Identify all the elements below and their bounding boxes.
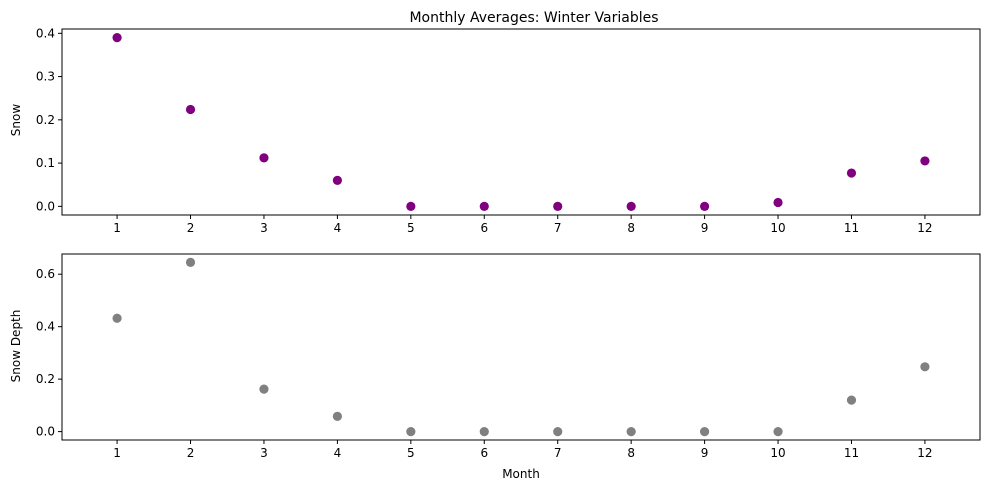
x-tick-label: 6 bbox=[480, 446, 488, 460]
x-tick-label: 7 bbox=[554, 221, 562, 235]
data-point bbox=[406, 201, 416, 211]
x-tick-label: 10 bbox=[770, 446, 785, 460]
data-point bbox=[920, 362, 930, 372]
y-tick-label: 0.3 bbox=[36, 70, 55, 84]
x-tick-label: 4 bbox=[334, 446, 342, 460]
data-point bbox=[700, 201, 710, 211]
data-point bbox=[773, 197, 783, 208]
x-tick-label: 1 bbox=[113, 221, 121, 235]
data-point bbox=[332, 175, 342, 185]
data-point bbox=[920, 156, 930, 166]
x-tick-label: 5 bbox=[407, 221, 415, 235]
x-tick-label: 5 bbox=[407, 446, 415, 460]
x-tick-label: 12 bbox=[917, 221, 932, 235]
plot-area-frame-1 bbox=[61, 253, 981, 441]
x-tick-label: 9 bbox=[701, 221, 709, 235]
x-tick-label: 8 bbox=[627, 446, 635, 460]
data-point bbox=[259, 153, 269, 163]
y-tick-label: 0.0 bbox=[36, 199, 55, 213]
y-axis-label-snow-depth: Snow Depth bbox=[9, 310, 23, 383]
data-point bbox=[332, 411, 342, 421]
x-tick-label: 1 bbox=[113, 446, 121, 460]
x-tick-label: 11 bbox=[844, 221, 859, 235]
data-point bbox=[479, 201, 489, 211]
data-point bbox=[553, 201, 563, 211]
x-tick-label: 9 bbox=[701, 446, 709, 460]
x-tick-label: 10 bbox=[770, 221, 785, 235]
x-tick-label: 2 bbox=[187, 221, 195, 235]
x-tick-label: 11 bbox=[844, 446, 859, 460]
data-point bbox=[626, 201, 636, 211]
x-tick-label: 3 bbox=[260, 446, 268, 460]
x-tick-label: 6 bbox=[480, 221, 488, 235]
data-point bbox=[112, 313, 122, 323]
x-tick-label: 8 bbox=[627, 221, 635, 235]
data-point bbox=[112, 33, 122, 43]
data-point bbox=[185, 257, 196, 267]
x-tick-label: 7 bbox=[554, 446, 562, 460]
data-point bbox=[185, 104, 196, 115]
data-point bbox=[846, 395, 857, 405]
data-point bbox=[626, 427, 636, 437]
chart-title: Monthly Averages: Winter Variables bbox=[409, 10, 658, 26]
x-tick-label: 4 bbox=[334, 221, 342, 235]
y-tick-label: 0.2 bbox=[36, 113, 55, 127]
x-tick-label: 3 bbox=[260, 221, 268, 235]
x-tick-label: 2 bbox=[187, 446, 195, 460]
y-tick-label: 0.6 bbox=[36, 267, 55, 281]
x-tick-label: 12 bbox=[917, 446, 932, 460]
data-point bbox=[553, 427, 563, 437]
y-axis-label-snow: Snow bbox=[9, 104, 23, 137]
data-point bbox=[479, 427, 489, 437]
y-tick-label: 0.2 bbox=[36, 372, 55, 386]
y-tick-label: 0.4 bbox=[36, 320, 55, 334]
y-tick-label: 0.4 bbox=[36, 26, 55, 40]
data-point bbox=[700, 427, 710, 437]
data-point bbox=[259, 384, 269, 394]
x-axis-label-month: Month bbox=[502, 467, 540, 481]
y-tick-label: 0.0 bbox=[36, 425, 55, 439]
data-point bbox=[773, 427, 783, 437]
data-point bbox=[406, 427, 416, 437]
y-tick-label: 0.1 bbox=[36, 156, 55, 170]
plot-area-frame-0 bbox=[61, 28, 981, 216]
data-point bbox=[846, 168, 857, 178]
